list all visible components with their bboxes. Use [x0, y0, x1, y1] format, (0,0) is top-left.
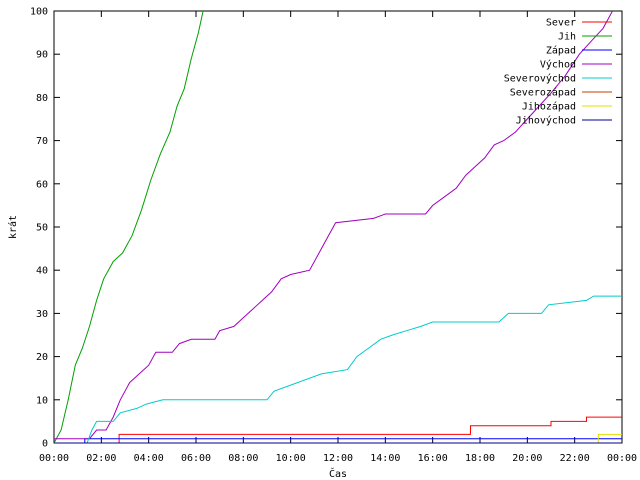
y-tick-label: 80 [36, 93, 48, 104]
series-layer [53, 10, 622, 444]
y-axis: 0 10 20 30 40 50 60 70 80 90 100 [30, 7, 622, 450]
x-axis: 00:00 02:00 04:00 06:00 08:00 10:00 12:00 14:00… [39, 11, 637, 464]
legend-label: Východ [540, 59, 576, 71]
x-tick-label: 10:00 [276, 453, 306, 464]
y-tick-label: 10 [36, 395, 48, 406]
x-tick-label: 02:00 [86, 453, 116, 464]
y-tick-label: 30 [36, 309, 48, 320]
y-tick-label: 100 [30, 7, 48, 18]
series-line-jih [53, 10, 204, 444]
legend-label: Jihozápad [522, 101, 576, 113]
y-tick-label: 70 [36, 136, 48, 147]
x-tick-label: 04:00 [134, 453, 164, 464]
legend-label: Severozápad [510, 87, 576, 99]
legend-label: Západ [546, 45, 576, 57]
x-tick-label: 00:00 [607, 453, 637, 464]
y-tick-label: 40 [36, 266, 48, 277]
x-tick-label: 20:00 [512, 453, 542, 464]
x-tick-label: 16:00 [418, 453, 448, 464]
x-tick-label: 08:00 [228, 453, 258, 464]
y-tick-label: 90 [36, 50, 48, 61]
x-tick-label: 14:00 [370, 453, 400, 464]
y-tick-label: 60 [36, 179, 48, 190]
x-tick-label: 18:00 [465, 453, 495, 464]
x-tick-label: 06:00 [181, 453, 211, 464]
y-tick-label: 20 [36, 352, 48, 363]
legend-label: Sever [546, 18, 576, 29]
x-axis-label: Čas [329, 467, 347, 480]
series-line-vychod [54, 10, 613, 440]
legend-label: Jih [558, 32, 576, 43]
legend: Sever Jih Západ Východ Severovýchod Severozáp… [504, 18, 612, 127]
x-tick-label: 12:00 [323, 453, 353, 464]
y-axis-label: krát [7, 215, 19, 239]
x-tick-label: 00:00 [39, 453, 69, 464]
y-tick-label: 50 [36, 223, 48, 234]
legend-label: Jihovýchod [516, 115, 576, 127]
x-tick-label: 22:00 [560, 453, 590, 464]
series-line-severovychod [54, 295, 622, 444]
y-tick-label: 0 [42, 439, 48, 450]
legend-label: Severovýchod [504, 73, 576, 85]
